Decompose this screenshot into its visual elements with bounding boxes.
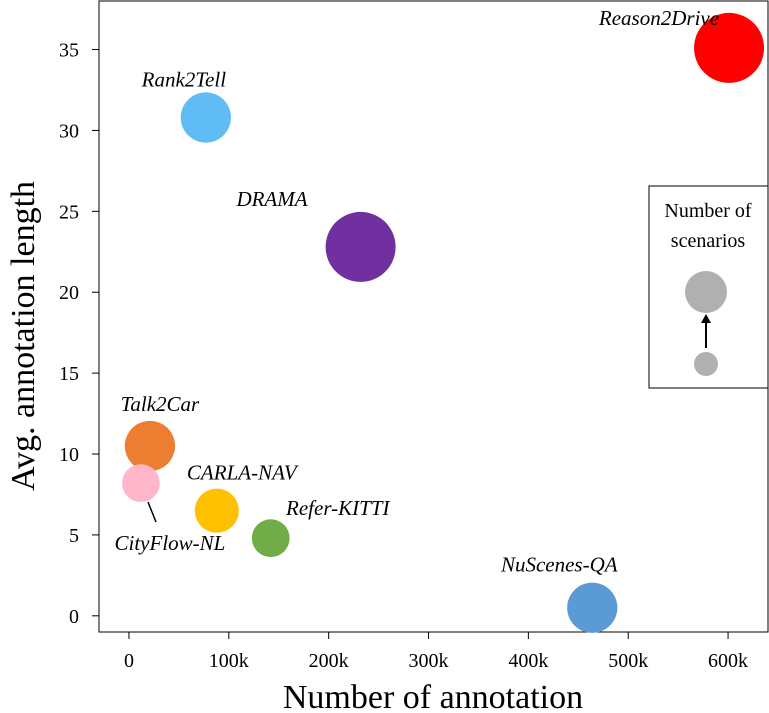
legend-large-marker bbox=[685, 271, 727, 313]
x-axis-ticks: 0 100k 200k 300k 400k 500k 600k bbox=[124, 632, 748, 672]
legend-small-marker bbox=[694, 352, 718, 376]
point-label-refer-kitti: Refer-KITTI bbox=[285, 496, 390, 520]
legend-arrow-head bbox=[701, 314, 711, 323]
x-tick-label: 100k bbox=[209, 650, 249, 672]
x-tick-label: 200k bbox=[309, 650, 349, 672]
point-label-cityflow-nl: CityFlow-NL bbox=[115, 531, 226, 555]
point-label-drama: DRAMA bbox=[235, 187, 307, 211]
x-tick-label: 400k bbox=[508, 650, 548, 672]
x-tick-label: 0 bbox=[124, 650, 134, 672]
y-tick-label: 25 bbox=[59, 201, 79, 223]
point-label-rank2tell: Rank2Tell bbox=[141, 67, 227, 91]
x-tick-label: 600k bbox=[708, 650, 748, 672]
point-carla-nav bbox=[194, 488, 239, 533]
point-talk2car bbox=[124, 420, 176, 472]
point-rank2tell bbox=[180, 92, 231, 143]
point-reason2drive bbox=[694, 12, 765, 83]
point-label-carla-nav: CARLA-NAV bbox=[187, 461, 299, 485]
point-labels: Reason2Drive Rank2Tell DRAMA Talk2Car CityFl… bbox=[115, 6, 720, 577]
y-axis-title: Avg. annotation length bbox=[5, 181, 42, 491]
cityflow-leader-line bbox=[147, 501, 157, 523]
x-tick-label: 500k bbox=[608, 650, 648, 672]
x-axis-title: Number of annotation bbox=[283, 679, 583, 713]
y-tick-label: 20 bbox=[59, 282, 79, 304]
point-refer-kitti bbox=[251, 519, 290, 558]
y-tick-label: 30 bbox=[59, 120, 79, 142]
y-axis-ticks: 0 5 10 15 20 25 30 35 bbox=[59, 40, 99, 628]
size-legend: Number of scenarios bbox=[648, 185, 769, 389]
legend-title-line2: scenarios bbox=[671, 230, 746, 252]
y-tick-label: 35 bbox=[59, 40, 79, 62]
y-tick-label: 10 bbox=[59, 444, 79, 466]
point-label-talk2car: Talk2Car bbox=[121, 392, 200, 416]
x-tick-label: 300k bbox=[409, 650, 449, 672]
point-label-reason2drive: Reason2Drive bbox=[598, 6, 719, 30]
y-tick-label: 15 bbox=[59, 363, 79, 385]
point-nuscenes-qa bbox=[567, 582, 618, 633]
point-drama bbox=[325, 211, 396, 282]
point-label-nuscenes-qa: NuScenes-QA bbox=[500, 553, 618, 577]
point-cityflow-nl bbox=[122, 464, 160, 503]
y-tick-label: 0 bbox=[69, 606, 79, 628]
y-tick-label: 5 bbox=[69, 525, 79, 547]
data-points bbox=[122, 12, 765, 633]
legend-title-line1: Number of bbox=[664, 200, 752, 222]
